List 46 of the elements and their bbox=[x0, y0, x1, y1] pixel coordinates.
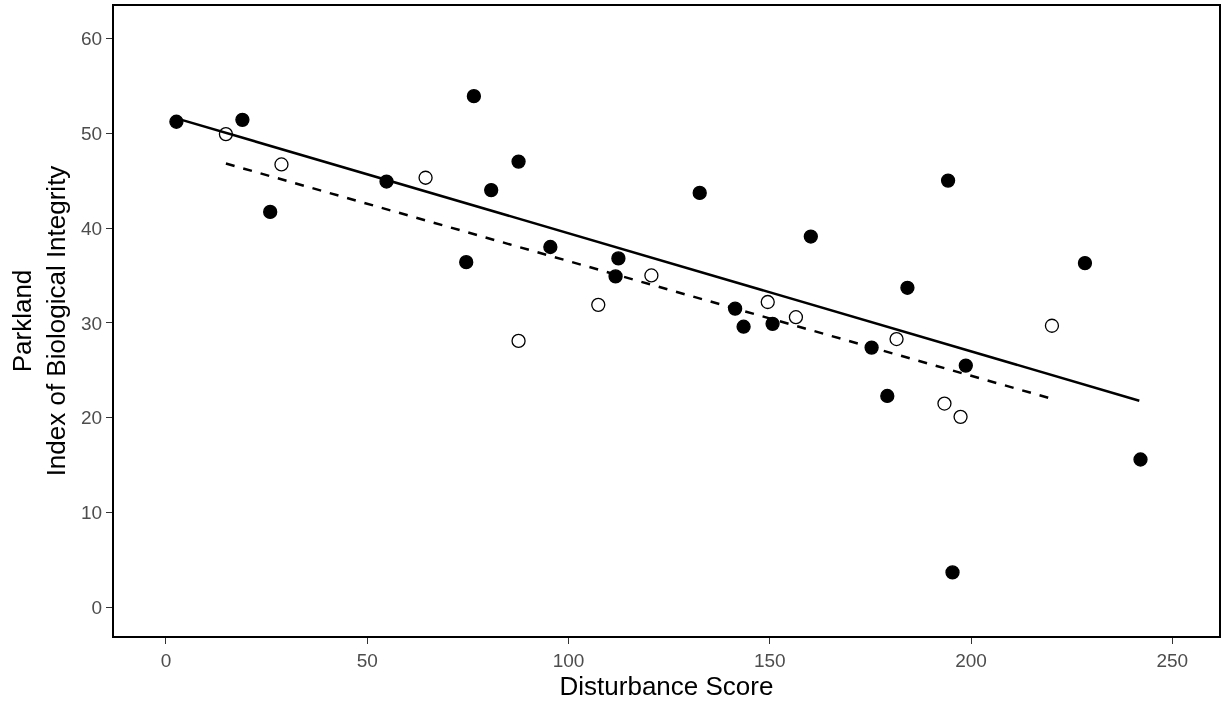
point bbox=[169, 114, 184, 129]
x-tick-label: 0 bbox=[160, 649, 172, 671]
point bbox=[788, 310, 804, 325]
point bbox=[889, 331, 904, 347]
y-tick-label: 20 bbox=[81, 407, 103, 429]
point bbox=[880, 388, 895, 404]
point bbox=[1044, 318, 1060, 333]
point bbox=[765, 316, 780, 331]
point bbox=[459, 255, 474, 270]
point bbox=[644, 268, 659, 283]
point bbox=[958, 358, 973, 373]
y-tick-label: 0 bbox=[91, 597, 103, 619]
y-tick-label: 60 bbox=[81, 27, 103, 49]
point bbox=[274, 157, 289, 172]
point bbox=[263, 204, 278, 220]
x-axis-title: Disturbance Score bbox=[559, 670, 774, 701]
point bbox=[235, 112, 250, 127]
point bbox=[511, 333, 526, 349]
point bbox=[945, 565, 960, 580]
point bbox=[803, 229, 818, 244]
point bbox=[484, 182, 499, 198]
y-tick-label: 40 bbox=[81, 217, 103, 239]
point bbox=[611, 251, 626, 266]
point bbox=[760, 294, 775, 310]
point bbox=[543, 239, 558, 255]
point bbox=[940, 173, 956, 188]
point bbox=[692, 185, 707, 201]
point bbox=[1133, 452, 1148, 467]
y-tick-label: 50 bbox=[81, 122, 103, 144]
x-tick-label: 200 bbox=[955, 649, 987, 671]
point bbox=[937, 396, 952, 411]
point bbox=[736, 319, 751, 334]
y-tick-label: 30 bbox=[81, 312, 103, 334]
point bbox=[418, 170, 433, 185]
point bbox=[591, 297, 606, 313]
point bbox=[1077, 255, 1093, 271]
point bbox=[511, 154, 526, 169]
x-tick-label: 50 bbox=[356, 649, 378, 671]
point bbox=[900, 280, 915, 295]
y-tick-label: 10 bbox=[81, 502, 103, 524]
y-axis-title: Parkland Index of Biological Integrity bbox=[7, 165, 71, 477]
x-tick-label: 250 bbox=[1156, 649, 1189, 671]
x-tick-label: 100 bbox=[552, 649, 585, 671]
x-tick-label: 150 bbox=[753, 649, 786, 671]
point bbox=[953, 409, 968, 424]
point bbox=[466, 88, 482, 104]
